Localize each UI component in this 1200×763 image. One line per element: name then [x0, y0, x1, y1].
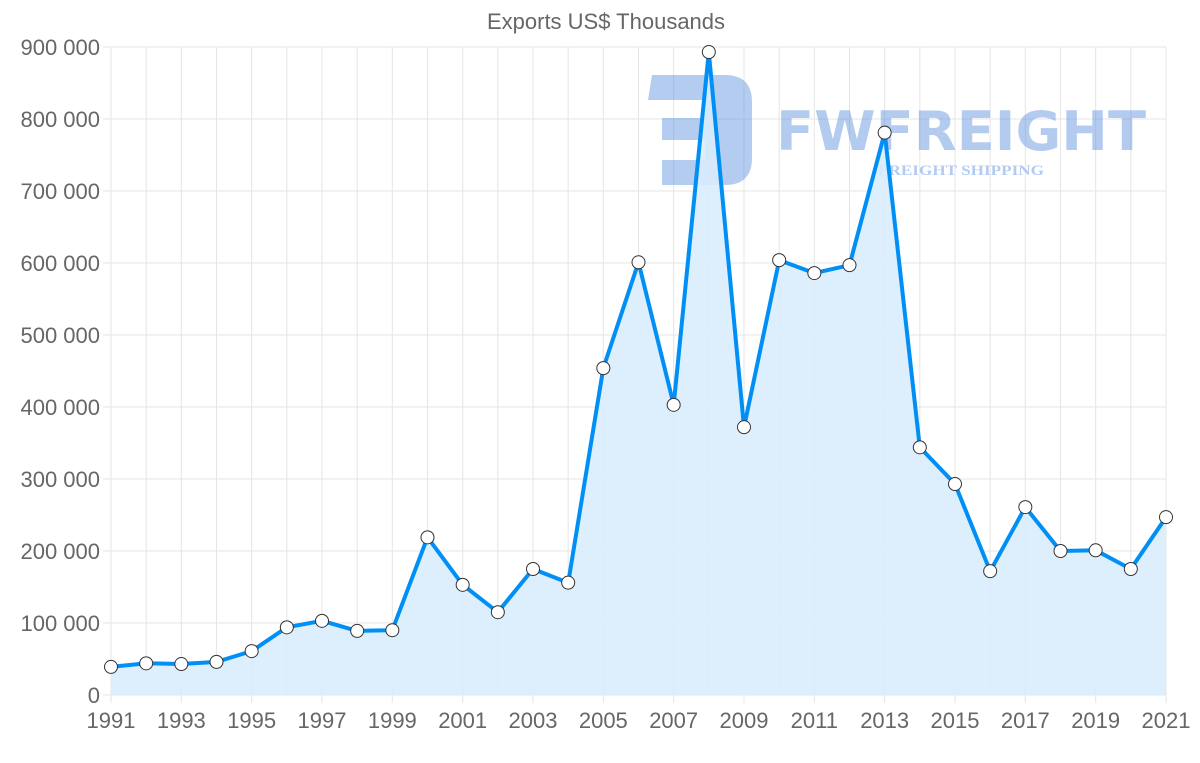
- data-point-2013[interactable]: [877, 125, 892, 140]
- data-point-2017[interactable]: [1018, 500, 1033, 515]
- y-tick-label: 200 000: [20, 539, 100, 564]
- x-tick-label: 2017: [1001, 708, 1050, 733]
- x-tick-label: 2005: [579, 708, 628, 733]
- y-axis-ticks: 0 100 000 200 000 300 000 400 000 500 000 600 …: [20, 35, 100, 708]
- y-tick-label: 300 000: [20, 467, 100, 492]
- watermark-tagline: FREIGHT SHIPPING: [878, 163, 1044, 179]
- data-point-1994[interactable]: [209, 654, 224, 669]
- chart-title: Exports US$ Thousands: [487, 9, 725, 34]
- y-tick-label: 900 000: [20, 35, 100, 60]
- x-tick-label: 1993: [157, 708, 206, 733]
- y-tick-label: 700 000: [20, 179, 100, 204]
- data-point-1991[interactable]: [104, 659, 118, 674]
- data-point-2020[interactable]: [1123, 562, 1138, 576]
- data-point-2012[interactable]: [842, 258, 857, 273]
- x-tick-label: 1991: [87, 708, 136, 733]
- x-tick-label: 2015: [931, 708, 980, 733]
- data-point-2016[interactable]: [983, 564, 998, 579]
- data-point-1992[interactable]: [139, 656, 154, 671]
- data-point-2008[interactable]: [701, 45, 716, 60]
- data-point-2015[interactable]: [948, 477, 962, 492]
- data-point-2021[interactable]: [1159, 510, 1173, 525]
- data-point-2000[interactable]: [420, 530, 435, 545]
- x-tick-label: 2019: [1071, 708, 1120, 733]
- x-tick-label: 2013: [860, 708, 909, 733]
- data-point-1996[interactable]: [279, 620, 294, 635]
- y-tick-label: 600 000: [20, 251, 100, 276]
- x-tick-label: 1995: [227, 708, 276, 733]
- data-point-1998[interactable]: [350, 623, 365, 638]
- data-point-2011[interactable]: [807, 266, 822, 281]
- data-point-2019[interactable]: [1088, 543, 1103, 558]
- x-tick-label: 1999: [368, 708, 417, 733]
- x-tick-label: 2001: [438, 708, 487, 733]
- data-point-2010[interactable]: [772, 253, 787, 268]
- x-tick-label: 2003: [509, 708, 558, 733]
- data-point-2001[interactable]: [455, 577, 470, 592]
- data-point-1999[interactable]: [385, 623, 400, 638]
- data-points: [104, 45, 1173, 674]
- watermark-brand: FWFREIGHT: [776, 100, 1146, 163]
- data-point-2014[interactable]: [912, 440, 927, 455]
- x-tick-label: 2011: [791, 708, 838, 733]
- area-fill: [111, 52, 1166, 695]
- x-tick-label: 1997: [298, 708, 347, 733]
- data-point-2005[interactable]: [596, 361, 611, 376]
- x-tick-label: 2009: [720, 708, 769, 733]
- y-tick-label: 400 000: [20, 395, 100, 420]
- y-tick-label: 0: [88, 683, 100, 708]
- data-point-2006[interactable]: [631, 255, 646, 270]
- data-point-2004[interactable]: [561, 575, 576, 590]
- x-axis-ticks: 1991 1993 1995 1997 1999 2001 2003 2005 2007 2009…: [87, 708, 1191, 733]
- data-point-2003[interactable]: [526, 562, 540, 576]
- data-point-1995[interactable]: [244, 644, 259, 659]
- data-point-1997[interactable]: [315, 613, 329, 628]
- watermark-logo: FWFREIGHT FREIGHT SHIPPING: [648, 75, 1146, 185]
- data-point-2018[interactable]: [1053, 544, 1068, 558]
- y-tick-label: 100 000: [20, 611, 100, 636]
- data-point-1993[interactable]: [174, 657, 189, 672]
- data-point-2002[interactable]: [490, 605, 505, 620]
- data-point-2007[interactable]: [666, 397, 681, 412]
- y-tick-label: 500 000: [20, 323, 100, 348]
- data-point-2009[interactable]: [737, 420, 751, 435]
- x-tick-label: 2007: [649, 708, 698, 733]
- y-tick-label: 800 000: [20, 107, 100, 132]
- x-tick-label: 2021: [1142, 708, 1191, 733]
